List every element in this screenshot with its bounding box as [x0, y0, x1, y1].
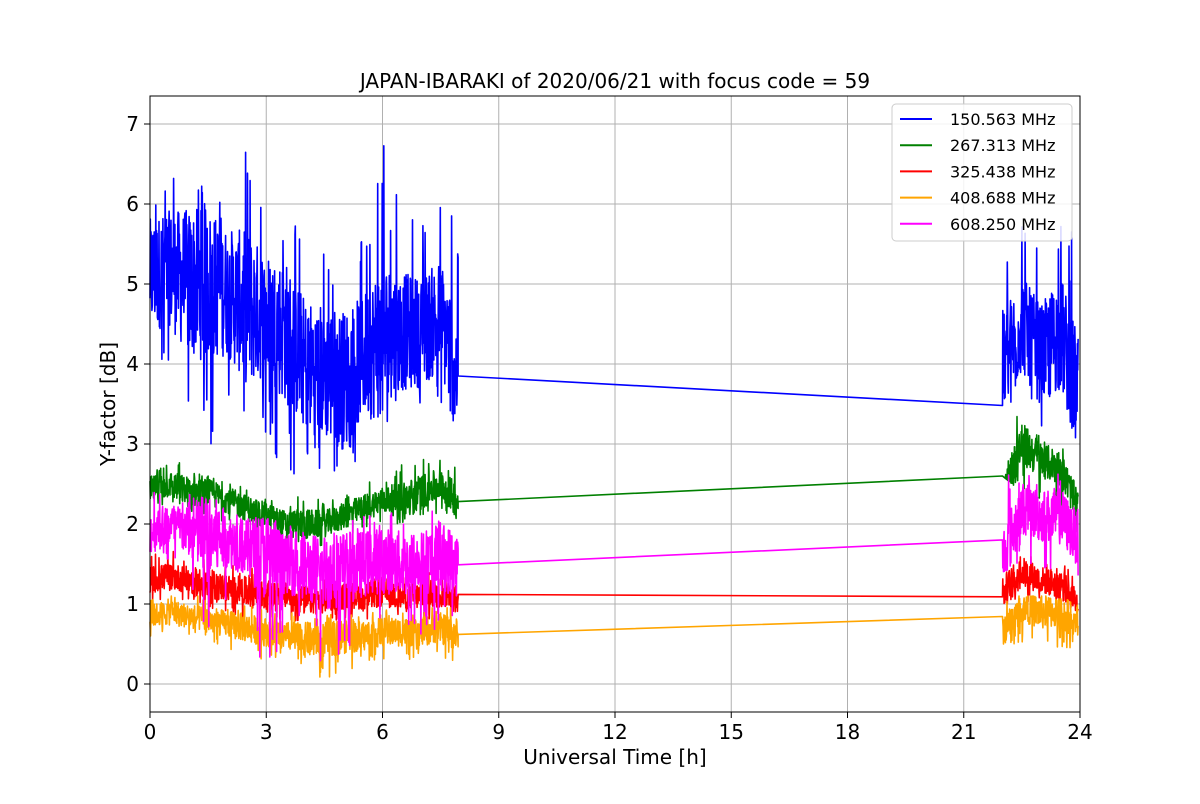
chart-title: JAPAN-IBARAKI of 2020/06/21 with focus c…	[358, 69, 870, 93]
legend-label: 150.563 MHz	[950, 110, 1055, 129]
y-axis-label: Y-factor [dB]	[96, 342, 120, 467]
x-tick-label: 24	[1067, 720, 1092, 744]
y-tick-label: 4	[126, 352, 139, 376]
x-tick-label: 12	[602, 720, 627, 744]
y-tick-label: 1	[126, 592, 139, 616]
legend-box	[891, 103, 1073, 242]
x-tick-label: 18	[835, 720, 860, 744]
series-group	[149, 145, 1079, 678]
legend-items: 150.563 MHz 267.313 MHz 325.438 MHz 408.688…	[900, 110, 1055, 234]
series-line	[149, 473, 1079, 662]
y-tick-label: 6	[126, 192, 139, 216]
x-tick-label: 9	[492, 720, 505, 744]
series-line	[149, 550, 1079, 622]
series-408-688-mhz	[149, 595, 1079, 678]
legend-label: 608.250 MHz	[950, 215, 1055, 234]
series-line	[149, 415, 1079, 547]
legend-label: 267.313 MHz	[950, 136, 1055, 155]
x-tick-label: 6	[376, 720, 389, 744]
legend-label: 325.438 MHz	[950, 162, 1055, 181]
x-tick-label: 3	[260, 720, 273, 744]
series-line	[149, 595, 1079, 678]
series-line	[149, 145, 1079, 475]
x-tick-label: 21	[951, 720, 976, 744]
y-tick-label: 0	[126, 672, 139, 696]
series-325-438-mhz	[149, 550, 1079, 622]
x-axis-label: Universal Time [h]	[523, 745, 706, 769]
series-608-250-mhz	[149, 473, 1079, 662]
legend: 150.563 MHz 267.313 MHz 325.438 MHz 408.688…	[891, 103, 1073, 242]
y-tick-label: 7	[126, 112, 139, 136]
series-267-313-mhz	[149, 415, 1079, 547]
legend-label: 408.688 MHz	[950, 189, 1055, 208]
y-tick-label: 3	[126, 432, 139, 456]
x-tick-label: 0	[144, 720, 157, 744]
series-150-563-mhz	[149, 145, 1079, 475]
x-tick-label: 15	[719, 720, 744, 744]
y-tick-label: 5	[126, 272, 139, 296]
y-tick-label: 2	[126, 512, 139, 536]
